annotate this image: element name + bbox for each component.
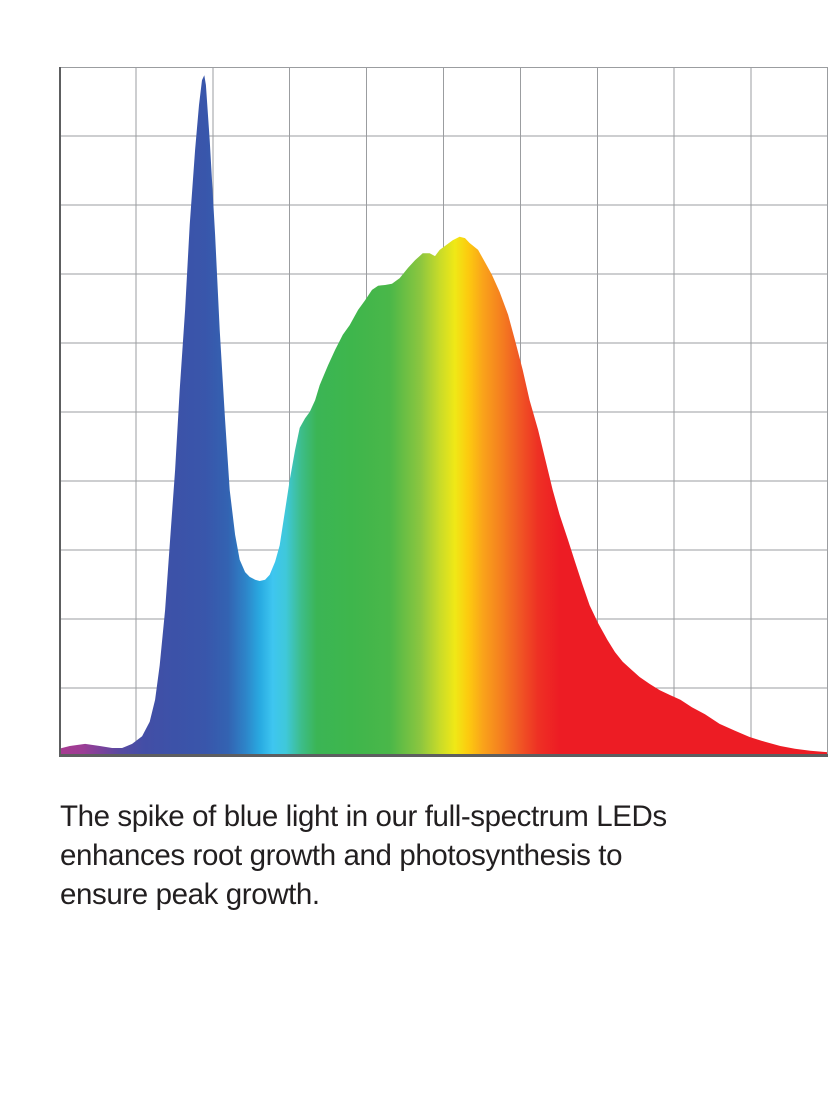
caption: The spike of blue light in our full-spec…	[60, 797, 800, 914]
caption-line-1: The spike of blue light in our full-spec…	[60, 800, 667, 833]
spectrum-chart	[59, 67, 828, 757]
spectrum-chart-svg	[59, 67, 828, 757]
caption-line-2: enhances root growth and photosynthesis …	[60, 839, 623, 872]
caption-line-3: ensure peak growth.	[60, 878, 320, 911]
spectrum-area	[59, 75, 828, 757]
